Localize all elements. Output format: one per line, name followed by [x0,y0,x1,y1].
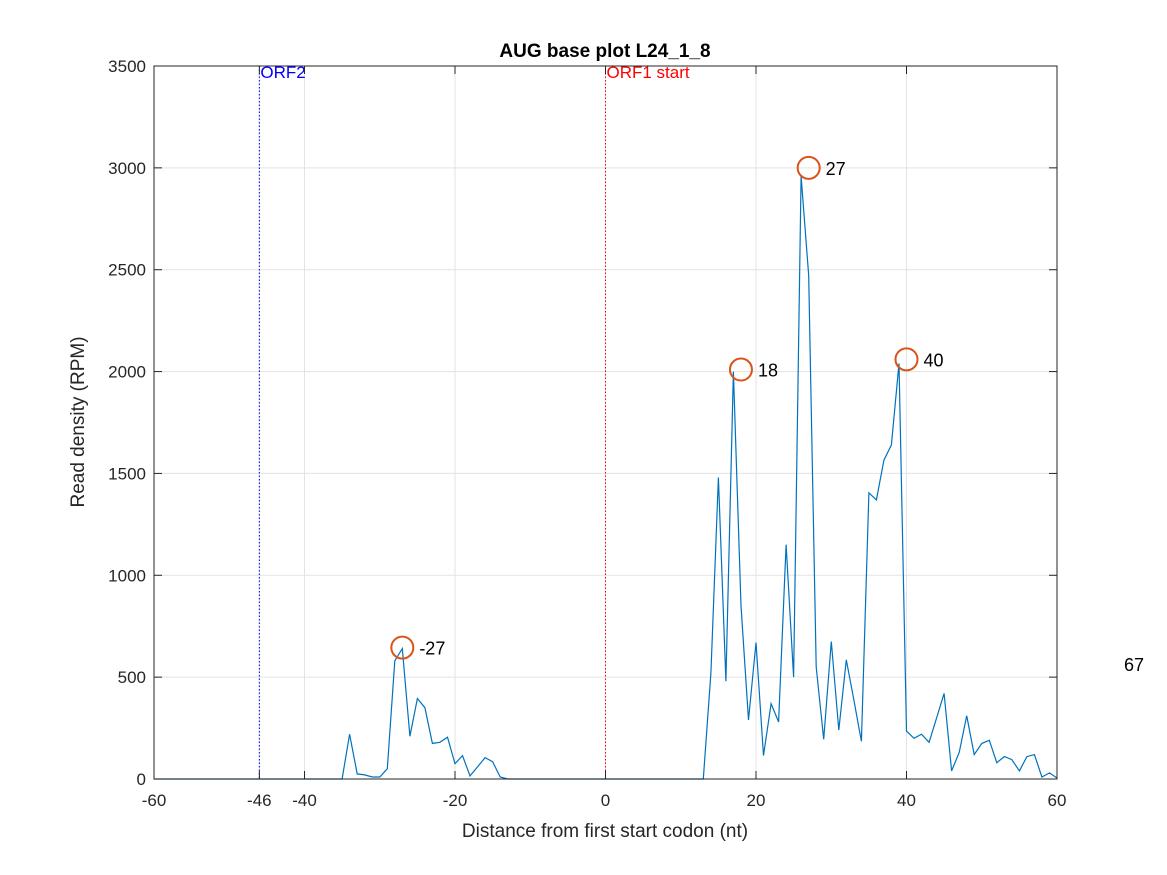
peak-marker [796,155,821,180]
x-tick-label: 60 [1048,791,1067,810]
x-axis-label: Distance from first start codon (nt) [462,821,748,842]
y-tick-label: 3000 [108,159,146,178]
x-tick-label: -46 [247,791,272,810]
peak-annotations: -27 18 27 40 [390,155,944,660]
x-tick-label: -60 [142,791,167,810]
vertical-marker-label: ORF2 [260,63,305,82]
x-tick-label: -40 [292,791,317,810]
outside-label: 67 [1124,655,1144,675]
y-tick-label: 0 [137,770,146,789]
x-tick-label: 40 [897,791,916,810]
peak-label: 18 [758,361,778,381]
y-tick-label: 1500 [108,464,146,483]
peak-label: -27 [419,639,445,659]
peak-label: 27 [826,159,846,179]
x-tick-label: 20 [747,791,766,810]
x-ticks: -60 -46 -40 -20 0 20 40 60 [142,66,1067,810]
peak-marker [390,635,415,660]
chart-title: AUG base plot L24_1_8 [499,41,710,62]
vertical-markers: ORF2 ORF1 start [258,63,690,779]
peak-marker [728,357,753,382]
y-axis-label: Read density (RPM) [68,336,89,507]
peak-label: 40 [924,350,944,370]
y-tick-label: 3500 [108,57,146,76]
y-ticks: 0 500 1000 1500 2000 2500 3000 3500 [108,57,1057,789]
peak-marker [894,347,919,372]
vertical-marker-label: ORF1 start [607,63,690,82]
x-tick-label: 0 [601,791,610,810]
y-tick-label: 1000 [108,566,146,585]
y-tick-label: 2500 [108,261,146,280]
x-tick-label: -20 [443,791,468,810]
y-tick-label: 500 [118,668,146,687]
y-tick-label: 2000 [108,363,146,382]
